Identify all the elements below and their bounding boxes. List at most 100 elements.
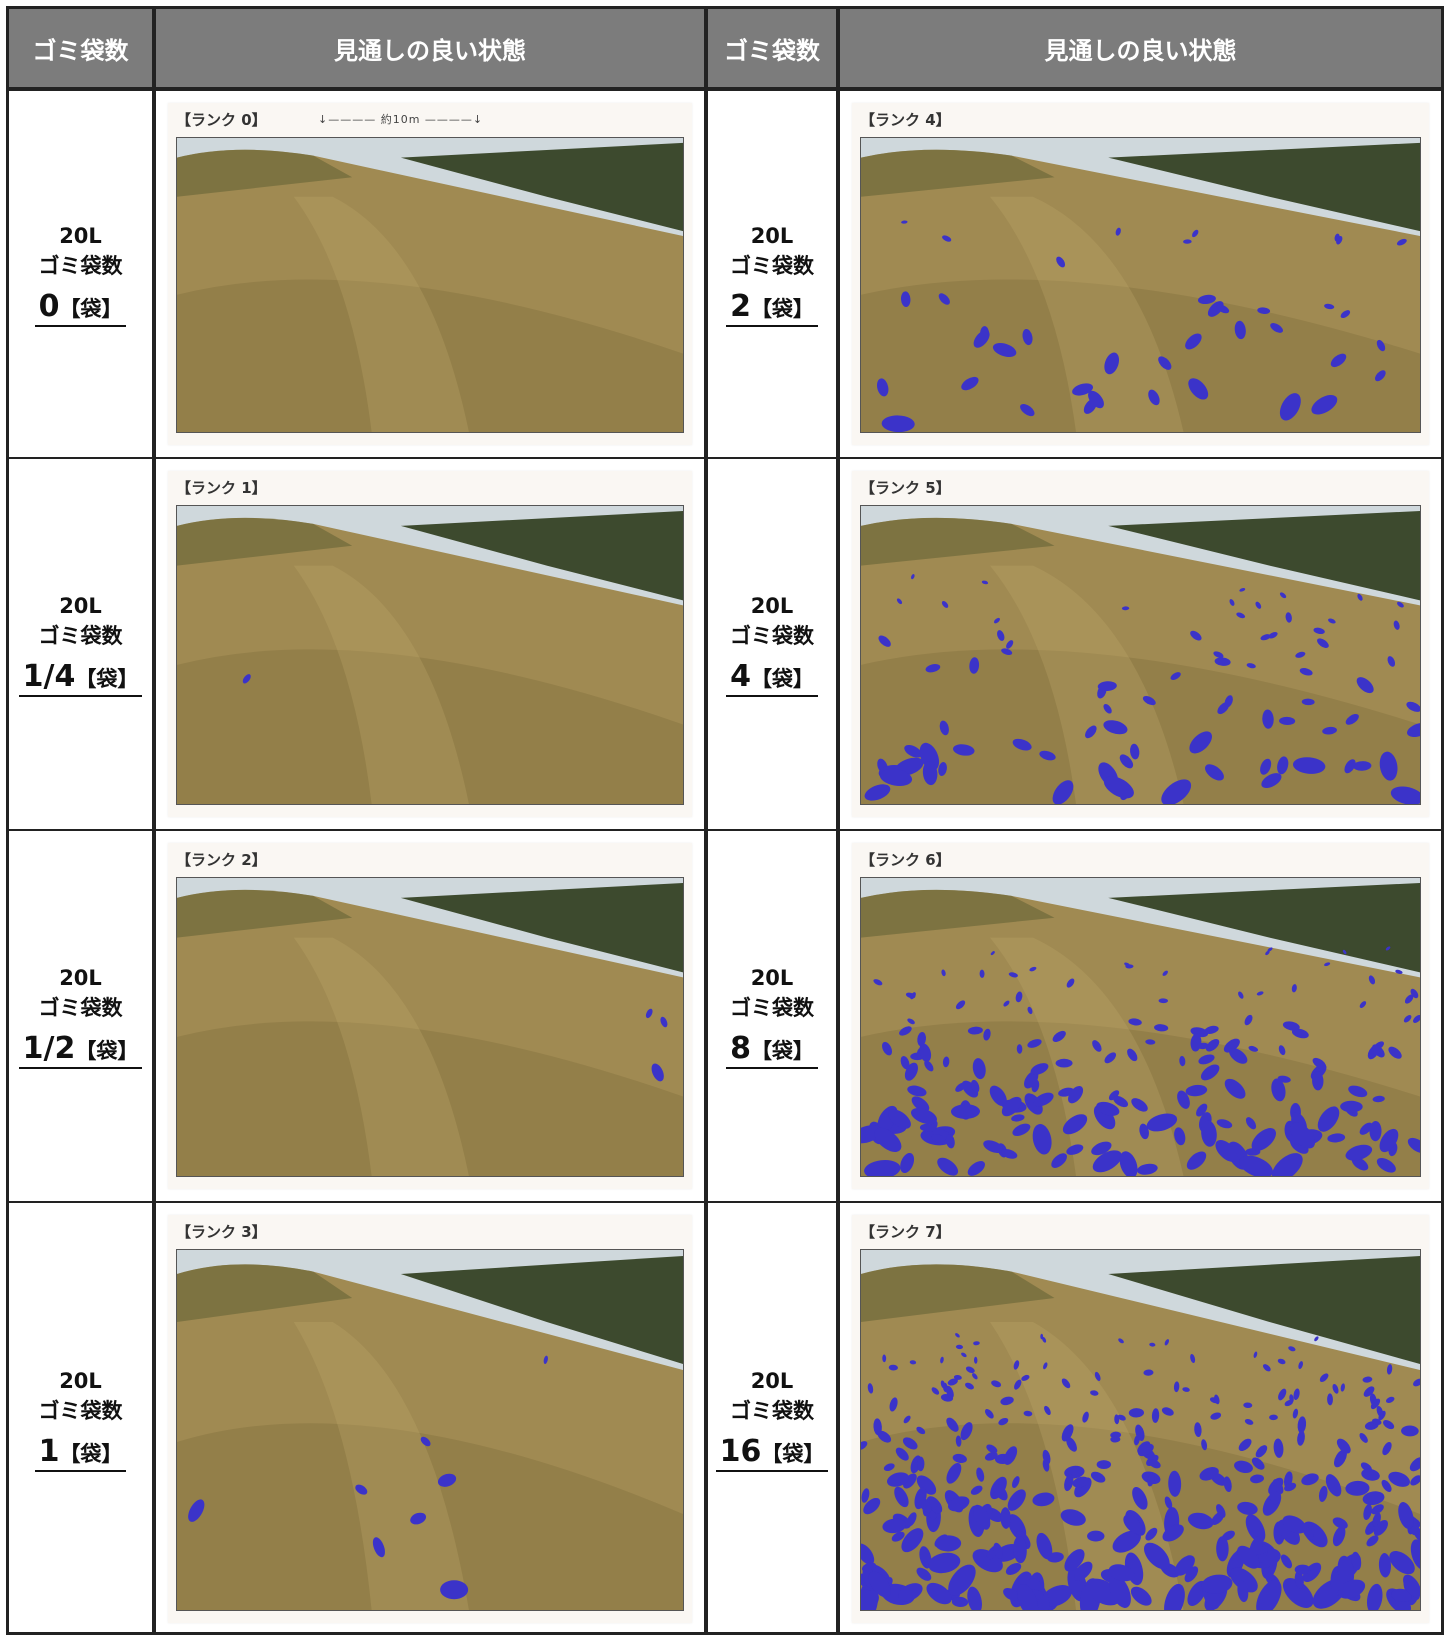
litter-mark <box>1064 1474 1074 1492</box>
litter-mark <box>1385 1396 1395 1403</box>
litter-mark <box>924 1060 934 1072</box>
bag-size-label: 20L <box>59 594 102 618</box>
bag-size-label: 20L <box>750 224 794 248</box>
litter-mark <box>1192 229 1199 238</box>
litter-mark <box>895 1447 909 1461</box>
litter-mark <box>883 1463 895 1472</box>
litter-mark <box>1393 620 1400 630</box>
litter-mark <box>1269 1414 1278 1421</box>
litter-mark <box>946 1462 962 1484</box>
litter-mark <box>979 969 985 978</box>
litter-mark <box>961 376 979 391</box>
rank-photo-card: 【ランク 1】 <box>168 471 692 817</box>
litter-mark <box>1074 1564 1087 1581</box>
embankment-photo <box>861 506 1420 804</box>
litter-mark <box>1366 1583 1383 1610</box>
litter-mark <box>1144 1542 1170 1570</box>
litter-mark <box>440 1580 469 1600</box>
litter-mark <box>907 1085 927 1097</box>
litter-mark <box>1042 1336 1047 1343</box>
litter-mark <box>1196 1103 1208 1117</box>
litter-mark <box>945 1134 955 1149</box>
litter-mark <box>1255 601 1262 609</box>
litter-mark <box>940 1356 944 1364</box>
litter-mark <box>888 1364 898 1371</box>
litter-mark <box>1299 668 1313 676</box>
litter-mark <box>970 1079 980 1093</box>
litter-mark <box>1162 1524 1184 1542</box>
litter-mark <box>1351 1551 1362 1571</box>
litter-mark <box>1389 1550 1415 1575</box>
rank-photo-card: 【ランク 5】 <box>852 471 1429 817</box>
litter-mark <box>946 1417 959 1432</box>
rank-label: 【ランク 2】 <box>176 851 267 869</box>
litter-mark <box>1324 962 1331 967</box>
litter-mark <box>1109 1574 1131 1608</box>
litter-mark <box>1246 663 1256 669</box>
litter-mark <box>972 1373 978 1380</box>
header-divider <box>9 87 1441 91</box>
litter-mark <box>903 1415 911 1424</box>
litter-mark <box>1376 1157 1396 1173</box>
litter-mark <box>1164 1583 1185 1610</box>
row-divider <box>9 1201 1441 1203</box>
bag-count-value: 1【袋】 <box>34 1434 127 1472</box>
litter-mark <box>1369 1120 1382 1142</box>
litter-mark <box>1282 1515 1307 1534</box>
litter-mark <box>899 1026 912 1036</box>
litter-mark <box>1413 1014 1420 1023</box>
litter-mark <box>1072 1476 1090 1488</box>
litter-mark <box>1244 1014 1253 1026</box>
litter-mark <box>1256 1579 1282 1610</box>
litter-mark <box>909 1360 917 1365</box>
litter-mark <box>917 1456 925 1472</box>
litter-mark <box>1162 970 1168 976</box>
litter-mark <box>891 1531 905 1542</box>
litter-mark <box>861 1125 882 1144</box>
litter-mark <box>1033 1092 1054 1107</box>
litter-mark <box>1382 1442 1392 1456</box>
litter-mark <box>1056 256 1066 268</box>
litter-mark <box>1104 352 1120 375</box>
litter-mark <box>1174 1127 1186 1146</box>
litter-mark <box>1032 1492 1055 1507</box>
litter-mark <box>1337 1555 1355 1588</box>
litter-mark <box>1334 233 1340 242</box>
litter-mark <box>1363 1386 1375 1397</box>
litter-mark <box>1003 1000 1010 1007</box>
litter-mark <box>543 1355 548 1364</box>
rank-label: 【ランク 6】 <box>860 851 951 869</box>
litter-mark <box>1043 1362 1048 1370</box>
litter-mark <box>1061 1424 1074 1442</box>
litter-mark <box>1292 757 1326 774</box>
litter-mark <box>1001 1096 1022 1117</box>
bag-unit: 【袋】 <box>750 297 814 321</box>
litter-mark <box>993 1483 1008 1501</box>
litter-mark <box>886 1472 909 1487</box>
litter-mark <box>1158 998 1169 1004</box>
litter-mark <box>911 1096 930 1112</box>
litter-mark <box>1103 720 1128 735</box>
litter-mark <box>868 1571 891 1598</box>
litter-mark <box>355 1484 368 1495</box>
litter-mark <box>878 635 891 647</box>
litter-mark <box>1292 1408 1299 1419</box>
litter-mark <box>861 1488 870 1503</box>
litter-mark <box>1017 1584 1039 1610</box>
bag-count-label: ゴミ袋数 <box>730 996 814 1020</box>
litter-mark <box>1066 1437 1077 1452</box>
litter-mark <box>1216 1536 1229 1562</box>
litter-mark <box>1014 1379 1022 1390</box>
litter-mark <box>1277 1358 1286 1365</box>
litter-mark <box>879 768 913 786</box>
litter-mark <box>1128 1018 1142 1026</box>
litter-mark <box>1251 1457 1265 1470</box>
litter-mark <box>1003 1446 1018 1465</box>
litter-mark <box>919 1043 932 1062</box>
column-divider <box>152 9 156 1632</box>
litter-mark <box>1290 1122 1316 1149</box>
litter-mark <box>1108 1090 1120 1101</box>
litter-mark <box>1130 743 1140 760</box>
photo-frame <box>176 877 684 1177</box>
bag-count-value: 16【袋】 <box>715 1434 829 1472</box>
